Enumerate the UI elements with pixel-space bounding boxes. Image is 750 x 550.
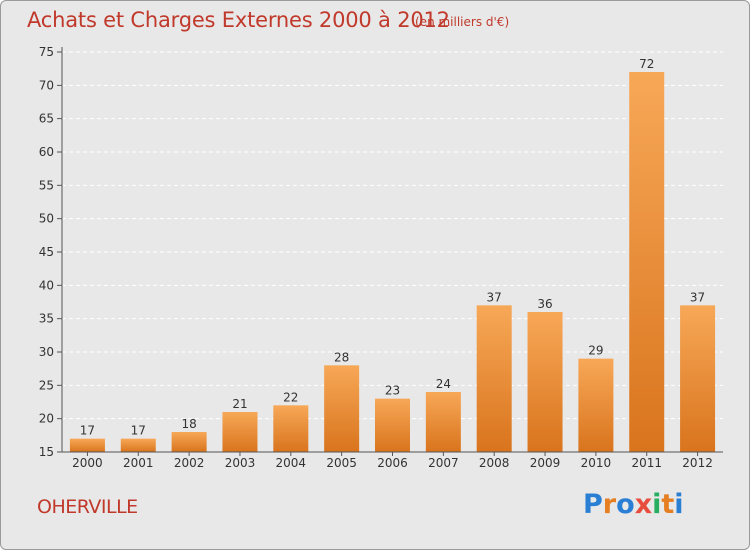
bar-2004 <box>273 405 309 452</box>
data-label: 17 <box>80 424 95 438</box>
y-tick-label: 70 <box>39 78 54 92</box>
data-label: 21 <box>232 397 247 411</box>
bar-2000 <box>69 438 105 452</box>
bar-2010 <box>578 358 614 452</box>
data-label: 36 <box>537 297 552 311</box>
x-tick-label: 2006 <box>377 456 408 470</box>
chart-title: Achats et Charges Externes 2000 à 2012 <box>27 8 450 32</box>
x-tick-label: 2002 <box>174 456 205 470</box>
x-tick-label: 2003 <box>225 456 256 470</box>
y-tick-label: 40 <box>39 278 54 292</box>
x-tick-label: 2012 <box>682 456 713 470</box>
y-tick-label: 60 <box>39 145 54 159</box>
bars: 17 17 18 21 22 28 23 24 37 36 29 72 37 <box>69 57 716 452</box>
data-label: 28 <box>334 350 349 364</box>
y-tick-label: 25 <box>39 378 54 392</box>
data-label: 72 <box>639 57 654 71</box>
logo-letter: x <box>634 489 653 520</box>
data-label: 23 <box>385 384 400 398</box>
y-tick-label: 45 <box>39 245 54 259</box>
y-tick-label: 75 <box>39 45 54 59</box>
axes: 15 20 25 30 35 40 45 50 55 60 65 70 75 2000 2001 2002 20… <box>39 45 723 470</box>
logo-letter: P <box>583 489 603 520</box>
y-tick-label: 50 <box>39 212 54 226</box>
y-tick-label: 30 <box>39 345 54 359</box>
grid-lines <box>62 51 723 420</box>
bar-2001 <box>120 438 156 452</box>
y-tick-label: 15 <box>39 445 54 459</box>
data-label: 37 <box>690 290 705 304</box>
x-tick-label: 2009 <box>530 456 561 470</box>
data-label: 18 <box>181 417 196 431</box>
x-tick-label: 2005 <box>326 456 357 470</box>
x-tick-label: 2011 <box>631 456 662 470</box>
x-tick-label: 2004 <box>276 456 307 470</box>
logo-letter: r <box>602 489 617 520</box>
bar-2007 <box>425 392 461 452</box>
commune-name: OHERVILLE <box>37 496 138 518</box>
y-tick-label: 20 <box>39 412 54 426</box>
y-tick-label: 35 <box>39 312 54 326</box>
bar-2002 <box>171 432 207 452</box>
proxiti-logo[interactable]: Proxiti <box>583 489 684 520</box>
bar-2005 <box>324 365 360 452</box>
logo-letter: o <box>616 489 635 520</box>
x-tick-label: 2007 <box>428 456 459 470</box>
bar-2011 <box>629 72 665 452</box>
chart-subtitle: (en milliers d'€) <box>415 15 510 29</box>
data-label: 22 <box>283 390 298 404</box>
data-label: 37 <box>487 290 502 304</box>
data-label: 29 <box>588 344 603 358</box>
logo-letter: i <box>652 489 662 520</box>
data-label: 17 <box>131 424 146 438</box>
bar-2012 <box>680 305 716 452</box>
bar-2006 <box>375 398 410 452</box>
x-tick-label: 2000 <box>72 456 103 470</box>
bar-2003 <box>222 412 258 452</box>
x-tick-label: 2010 <box>581 456 612 470</box>
x-tick-label: 2008 <box>479 456 510 470</box>
bar-2008 <box>476 305 512 452</box>
logo-letter: t <box>661 489 675 520</box>
y-tick-label: 55 <box>39 178 54 192</box>
y-tick-label: 65 <box>39 112 54 126</box>
logo-letter: i <box>674 489 684 520</box>
bar-2009 <box>527 312 563 452</box>
x-tick-label: 2001 <box>123 456 154 470</box>
data-label: 24 <box>436 377 451 391</box>
